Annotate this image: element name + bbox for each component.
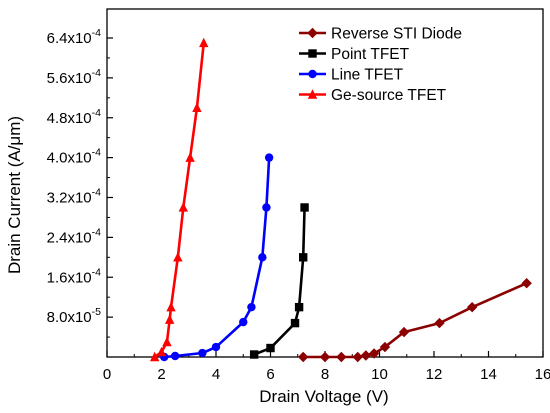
y-tick-label: 4.0x10-4 (47, 147, 102, 167)
series-circle (160, 153, 274, 362)
data-point (173, 252, 183, 262)
data-point (170, 351, 180, 361)
series-line (153, 42, 206, 359)
series-diamond (298, 278, 532, 363)
data-point (198, 348, 207, 358)
data-point (368, 348, 380, 359)
data-point (247, 302, 256, 312)
data-point (162, 336, 172, 347)
legend-marker (307, 89, 318, 99)
series-line (303, 282, 528, 359)
data-point (239, 317, 248, 327)
y-tick-label: 4.8x10-4 (47, 107, 102, 127)
legend-label: Line TFET (331, 67, 404, 84)
data-point (262, 203, 271, 212)
y-tick-label: 5.6x10-4 (47, 67, 102, 87)
series-triangle (149, 37, 209, 362)
y-axis-title: Drain Current (A/μm) (5, 116, 24, 274)
legend-label: Reverse STI Diode (331, 26, 462, 43)
data-point (298, 351, 309, 363)
series-square (249, 203, 309, 359)
data-point (258, 253, 267, 262)
x-tick-label: 6 (266, 366, 274, 383)
data-point (466, 301, 478, 313)
y-tick-label: 2.4x10-4 (47, 226, 102, 246)
data-point (379, 341, 391, 353)
x-tick-label: 16 (535, 366, 550, 383)
x-tick-label: 10 (371, 366, 388, 383)
x-tick-label: 4 (212, 366, 220, 383)
x-tick-label: 12 (426, 366, 443, 383)
data-point (164, 314, 175, 324)
x-tick-label: 8 (321, 366, 329, 383)
x-tick-label: 14 (480, 366, 497, 383)
data-point (360, 350, 372, 361)
data-point (300, 203, 309, 212)
x-tick-label: 0 (103, 366, 111, 383)
y-tick-label: 6.4x10-4 (47, 27, 102, 47)
legend-entry: Ge-source TFET (299, 87, 447, 104)
legend-label: Ge-source TFET (331, 87, 447, 104)
data-point (185, 152, 195, 162)
data-point (249, 350, 259, 359)
data-point (199, 37, 209, 48)
data-point (434, 317, 445, 329)
axes: 0 2 4 6 8 10 12 14 16 8.0x10-5 1.6x10-4 2.4x10-4 3.2… (47, 8, 550, 383)
x-axis-title: Drain Voltage (V) (259, 387, 388, 406)
data-point (192, 102, 202, 112)
data-point (178, 202, 188, 212)
legend-entry: Reverse STI Diode (299, 26, 462, 43)
legend-marker (307, 27, 318, 39)
y-tick-label: 1.6x10-4 (47, 266, 102, 286)
legend-label: Point TFET (331, 46, 410, 63)
data-point (156, 346, 167, 357)
legend: Reverse STI Diode Point TFET Line TFET Ge-s… (299, 26, 462, 104)
data-point (299, 253, 308, 262)
legend-marker (308, 69, 317, 79)
y-tick-label: 8.0x10-5 (47, 306, 102, 326)
data-point (336, 351, 347, 363)
data-point (521, 278, 532, 289)
legend-entry: Point TFET (299, 46, 410, 63)
data-point (319, 351, 331, 363)
data-point (290, 318, 300, 328)
data-point (211, 342, 221, 352)
data-point (352, 351, 363, 363)
data-point (266, 343, 275, 353)
data-point (149, 351, 160, 362)
y-tick-label: 3.2x10-4 (47, 187, 102, 207)
series-layer (149, 37, 532, 363)
x-tick-label: 2 (157, 366, 165, 383)
data-point (166, 301, 176, 312)
legend-entry: Line TFET (299, 67, 404, 84)
data-point (264, 153, 274, 162)
data-point (398, 326, 410, 338)
series-line (253, 207, 306, 356)
legend-marker (308, 49, 317, 58)
data-point (294, 302, 304, 312)
